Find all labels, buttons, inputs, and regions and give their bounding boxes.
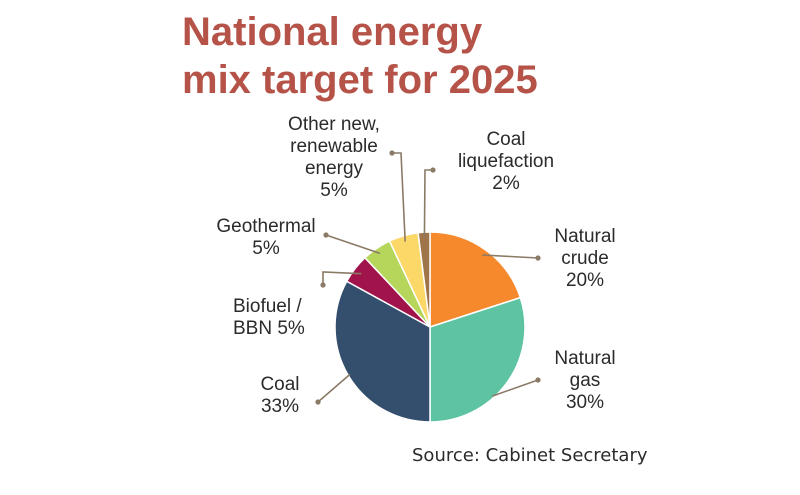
slice-value: 30% bbox=[565, 392, 605, 413]
slice-label-line: crude bbox=[561, 248, 609, 269]
slice-label-line: Biofuel / bbox=[233, 296, 302, 317]
leader-dot-natural-gas bbox=[535, 377, 541, 383]
slice-label-line: renewable bbox=[290, 136, 378, 157]
slice-label-other-renewable: Other new, renewable energy 5% bbox=[278, 114, 390, 202]
slice-label-line: Coal bbox=[486, 129, 526, 150]
slice-label-line: Coal bbox=[260, 374, 300, 395]
chart-source: Source: Cabinet Secretary bbox=[412, 445, 648, 466]
pie-slice-natural-crude bbox=[429, 231, 522, 329]
slice-value: 20% bbox=[565, 270, 605, 291]
slice-value: 33% bbox=[260, 396, 300, 417]
slice-value: 2% bbox=[492, 173, 520, 194]
leader-dot-coal bbox=[315, 399, 321, 405]
leader-dot-geothermal bbox=[323, 232, 329, 238]
slice-label-line: Geothermal bbox=[216, 216, 316, 237]
slice-label-line: Other new, bbox=[288, 114, 380, 135]
leader-line-coal-liquefaction bbox=[423, 169, 433, 239]
slice-value: 5% bbox=[320, 180, 348, 201]
slice-label-geothermal: Geothermal 5% bbox=[211, 216, 321, 260]
slice-label-coal: Coal 33% bbox=[245, 374, 315, 418]
slice-label-natural-gas: Natural gas 30% bbox=[545, 348, 625, 414]
leader-line-coal bbox=[317, 373, 351, 403]
slice-label-coal-liquefaction: Coal liquefaction 2% bbox=[446, 129, 566, 195]
slice-label-line: Natural bbox=[554, 348, 616, 369]
pie-slice-natural-gas bbox=[429, 296, 526, 423]
slice-label-line: BBN 5% bbox=[233, 318, 305, 339]
slice-label-line: Natural bbox=[554, 226, 616, 247]
slice-label-line: gas bbox=[569, 370, 601, 391]
leader-line-natural-crude bbox=[482, 254, 539, 259]
chart-title-line-1: National energy bbox=[182, 10, 483, 54]
slice-label-biofuel: Biofuel / BBN 5% bbox=[233, 296, 343, 340]
slice-value: 5% bbox=[252, 238, 280, 259]
leader-lines bbox=[315, 150, 541, 405]
leader-line-geothermal bbox=[325, 234, 381, 255]
leader-line-biofuel bbox=[322, 271, 362, 285]
leader-line-other-renewable bbox=[392, 152, 406, 242]
leader-line-natural-gas bbox=[491, 379, 539, 397]
leader-dot-natural-crude bbox=[535, 255, 541, 261]
pie-slices bbox=[334, 231, 526, 423]
chart-title-line-2: mix target for 2025 bbox=[182, 58, 538, 102]
leader-dot-biofuel bbox=[320, 282, 326, 288]
leader-dot-coal-liquefaction bbox=[430, 167, 436, 173]
leader-dot-other-renewable bbox=[389, 150, 395, 156]
slice-label-line: liquefaction bbox=[457, 151, 555, 172]
slice-label-line: energy bbox=[304, 158, 364, 179]
slice-label-natural-crude: Natural crude 20% bbox=[545, 226, 625, 292]
